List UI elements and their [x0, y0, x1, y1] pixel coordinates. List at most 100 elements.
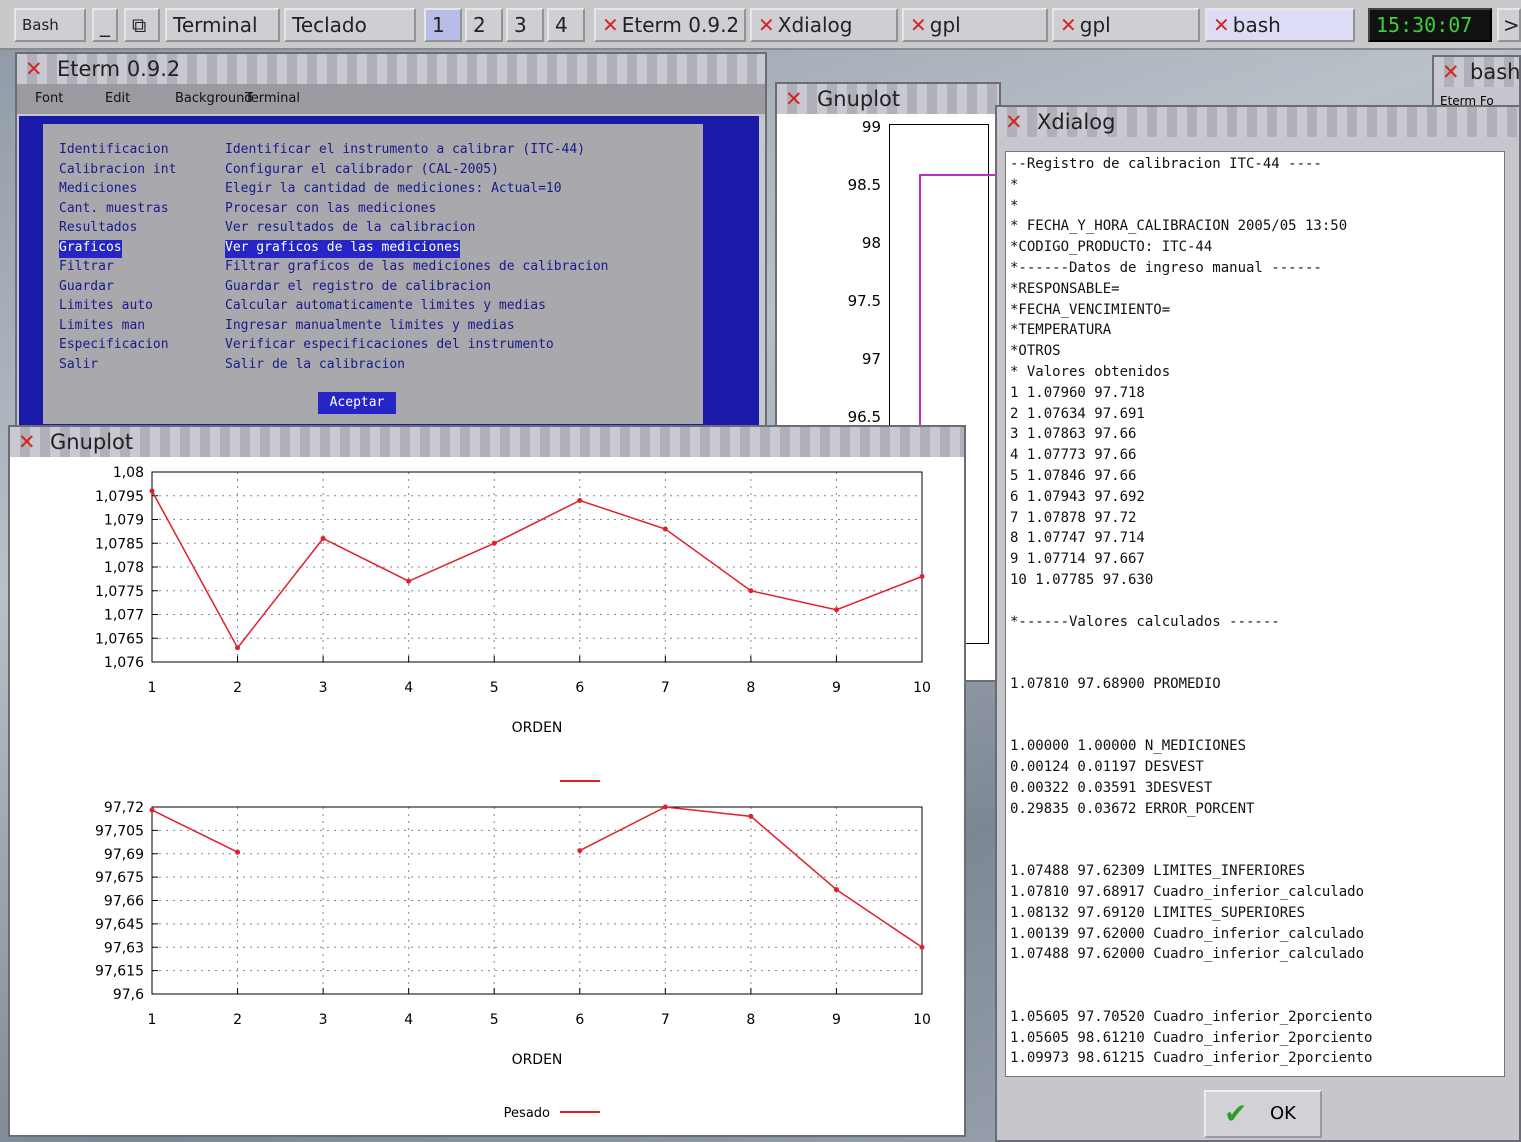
task-label: Eterm 0.9.2: [622, 13, 739, 37]
menu-desc: Guardar el registro de calibracion: [225, 279, 491, 297]
y-tick-label: 99: [817, 118, 881, 136]
icon-button[interactable]: _: [92, 8, 118, 42]
menu-desc: Calcular automaticamente limites y media…: [225, 298, 546, 316]
data-point: [321, 536, 326, 541]
text-line: 1 1.07960 97.718: [1010, 385, 1145, 401]
text-line: * Valores obtenidos: [1010, 364, 1170, 380]
x-tick-label: 9: [832, 1012, 841, 1028]
y-tick-label: 97,72: [104, 800, 144, 816]
text-line: 1.05605 97.70520 Cuadro_inferior_2porcie…: [1010, 1009, 1372, 1025]
y-tick-label: 1,076: [104, 655, 144, 671]
launcher[interactable]: Terminal: [165, 8, 280, 42]
y-tick-label: 1,08: [113, 465, 144, 481]
title-bar: ✕Eterm 0.9.2: [17, 54, 765, 84]
y-tick-label: 97: [817, 350, 881, 368]
desktop-button[interactable]: 2: [465, 8, 503, 42]
data-point: [920, 945, 925, 950]
arrow-button[interactable]: >: [1497, 8, 1521, 42]
text-line: *RESPONSABLE=: [1010, 281, 1120, 297]
x-tick-label: 9: [832, 680, 841, 696]
x-tick-label: 3: [319, 680, 328, 696]
text-line: --Registro de calibracion ITC-44 ----: [1010, 156, 1322, 172]
text-line: 1.07810 97.68917 Cuadro_inferior_calcula…: [1010, 884, 1364, 900]
x-tick-label: 5: [490, 680, 499, 696]
x-tick-label: 10: [913, 680, 931, 696]
text-line: 0.00124 0.01197 DESVEST: [1010, 759, 1204, 775]
menu-key: Guardar: [59, 279, 114, 297]
launcher[interactable]: Teclado: [284, 8, 416, 42]
data-point: [406, 579, 411, 584]
x-tick-label: 2: [233, 680, 242, 696]
menu-key: Mediciones: [59, 181, 137, 199]
text-line: *CODIGO_PRODUCTO: ITC-44: [1010, 239, 1212, 255]
text-line: 0.29835 0.03672 ERROR_PORCENT: [1010, 801, 1254, 817]
dialog-box: Aceptar IdentificacionIdentificar el ins…: [43, 124, 703, 424]
launcher[interactable]: Bash: [14, 8, 86, 42]
x-tick-label: 3: [319, 1012, 328, 1028]
text-line: 1.07488 97.62309 LIMITES_INFERIORES: [1010, 863, 1305, 879]
y-tick-label: 97,69: [104, 847, 144, 863]
text-line: 1.07810 97.68900 PROMEDIO: [1010, 676, 1221, 692]
x-tick-label: 10: [913, 1012, 931, 1028]
window-title: bash: [1470, 60, 1520, 84]
task-button[interactable]: ✕gpl: [1052, 8, 1200, 42]
legend-label: Pesado: [504, 1106, 550, 1121]
y-tick-label: 98.5: [817, 176, 881, 194]
x-tick-label: 7: [661, 1012, 670, 1028]
menu-key: Cant. muestras: [59, 201, 169, 219]
task-button[interactable]: ✕gpl: [902, 8, 1048, 42]
x-tick-label: 8: [746, 680, 755, 696]
menu-key: Calibracion int: [59, 162, 176, 180]
menu-desc: Identificar el instrumento a calibrar (I…: [225, 142, 585, 160]
menu-key: Salir: [59, 357, 98, 375]
menu-key: Especificacion: [59, 337, 169, 355]
data-point: [150, 808, 155, 813]
x-tick-label: 1: [148, 1012, 157, 1028]
desktop-button[interactable]: 4: [547, 8, 585, 42]
x-tick-label: 4: [404, 1012, 413, 1028]
menu-bar: FontEditBackgroundTerminal: [17, 84, 765, 114]
ok-button[interactable]: ✔ OK: [1204, 1090, 1322, 1138]
task-button[interactable]: ✕Eterm 0.9.2: [594, 8, 746, 42]
y-tick-label: 96.5: [817, 408, 881, 426]
ok-label: OK: [1270, 1103, 1296, 1124]
y-tick-label: 1,0795: [95, 489, 144, 505]
y-tick-label: 98: [817, 234, 881, 252]
desktop-button[interactable]: 1: [424, 8, 462, 42]
y-tick-label: 1,0775: [95, 584, 144, 600]
x-tick-label: 6: [575, 680, 584, 696]
check-icon: ✔: [1224, 1092, 1247, 1136]
data-point: [577, 498, 582, 503]
text-line: *------Valores calculados ------: [1010, 614, 1280, 630]
text-line: 10 1.07785 97.630: [1010, 572, 1153, 588]
menu-item: Terminal: [245, 84, 300, 114]
icon-button[interactable]: ⧉: [124, 8, 160, 42]
text-line: 1.00139 97.62000 Cuadro_inferior_calcula…: [1010, 926, 1364, 942]
menu-desc: Salir de la calibracion: [225, 357, 405, 375]
y-tick-label: 97,6: [113, 987, 144, 1003]
data-point: [577, 848, 582, 853]
gnuplot-canvas: 1,0761,07651,0771,07751,0781,07851,0791,…: [10, 427, 964, 1135]
menu-desc: Ver graficos de las mediciones: [225, 240, 460, 258]
x-tick-label: 4: [404, 680, 413, 696]
task-button[interactable]: ✕bash: [1205, 8, 1355, 42]
menu-item: Edit: [105, 84, 130, 114]
text-line: 8 1.07747 97.714: [1010, 530, 1145, 546]
x-axis-label: ORDEN: [512, 720, 563, 736]
y-tick-label: 97,615: [95, 964, 144, 980]
x-axis-label: ORDEN: [512, 1052, 563, 1068]
text-line: 1.00000 1.00000 N_MEDICIONES: [1010, 738, 1246, 754]
title-bar: ✕Xdialog: [997, 107, 1519, 137]
text-line: 1.07488 97.62000 Cuadro_inferior_calcula…: [1010, 946, 1364, 962]
desktop-button[interactable]: 3: [506, 8, 544, 42]
task-button[interactable]: ✕Xdialog: [750, 8, 898, 42]
text-line: *OTROS: [1010, 343, 1061, 359]
data-point: [748, 588, 753, 593]
x-tick-label: 2: [233, 1012, 242, 1028]
data-point: [663, 805, 668, 810]
accept-button[interactable]: Aceptar: [318, 392, 396, 414]
menu-key: Graficos: [59, 240, 122, 258]
text-line: 1.05605 98.61210 Cuadro_inferior_2porcie…: [1010, 1030, 1372, 1046]
